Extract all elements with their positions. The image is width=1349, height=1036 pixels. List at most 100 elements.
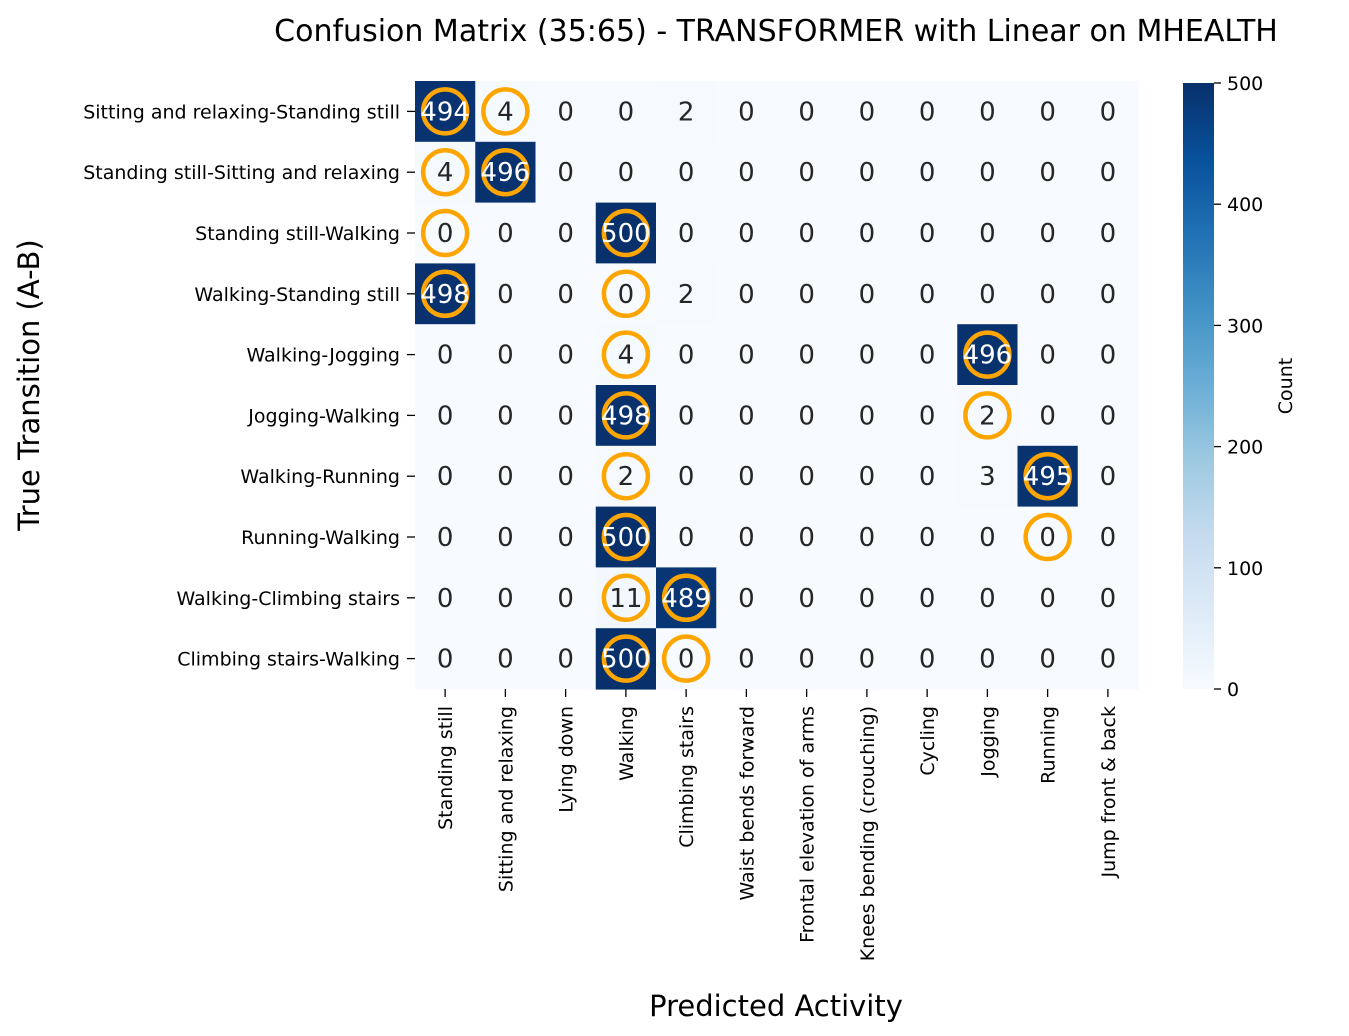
cell-value: 0 — [738, 219, 755, 249]
cell-value: 0 — [979, 219, 996, 249]
heatmap-cell — [897, 385, 958, 447]
colorbar-tick-label: 100 — [1227, 558, 1263, 580]
heatmap-cell — [716, 628, 778, 690]
highlight-ring — [601, 512, 651, 562]
heatmap-cell — [957, 141, 1019, 204]
highlight-ring — [1023, 451, 1072, 501]
x-tick-label: Standing still — [435, 706, 457, 830]
cell-value: 0 — [919, 401, 936, 431]
heatmap-cell — [1077, 202, 1139, 264]
heatmap-cell — [776, 141, 838, 204]
heatmap-cell — [475, 202, 537, 264]
heatmap-cell — [897, 202, 958, 264]
cell-value: 0 — [557, 645, 574, 675]
cell-value: 0 — [1039, 280, 1056, 310]
cell-value: 0 — [437, 462, 454, 492]
y-tick-label: Walking-Standing still — [194, 284, 400, 306]
cell-value: 0 — [557, 97, 574, 127]
cell-value: 0 — [859, 462, 876, 492]
heatmap-cell — [776, 506, 838, 568]
cell-value: 0 — [798, 584, 815, 614]
cell-value: 0 — [678, 523, 695, 553]
cell-value: 495 — [1023, 462, 1073, 492]
cell-value: 0 — [1100, 158, 1117, 188]
x-tick-label: Knees bending (crouching) — [857, 706, 879, 961]
cell-value: 0 — [859, 97, 876, 127]
cell-value: 0 — [859, 219, 876, 249]
cell-value: 0 — [919, 584, 936, 614]
cell-value: 0 — [738, 158, 755, 188]
heatmap-cell — [1017, 324, 1079, 386]
highlight-ring — [661, 573, 711, 623]
cell-value: 0 — [738, 645, 755, 675]
cell-value: 0 — [1039, 158, 1056, 188]
heatmap-cell — [535, 628, 597, 690]
cell-value-labels: 494 4 0 0 2 0 0 0 0 0 0 0 4 496 0 0 0 0 0 0 0 0 0 0 0 0 0 500 0 0 0 0 0 0… — [420, 97, 1116, 674]
cell-value: 3 — [979, 462, 996, 492]
heatmap-cell — [716, 385, 778, 447]
cell-value: 489 — [661, 584, 711, 614]
cell-value: 0 — [1100, 523, 1117, 553]
cell-value: 494 — [420, 97, 470, 127]
heatmap-cell — [475, 567, 537, 629]
heatmap-cell — [1077, 324, 1139, 386]
cell-value: 500 — [601, 219, 651, 249]
highlight-ring — [601, 573, 651, 623]
colorbar — [1183, 83, 1214, 689]
cell-value: 0 — [1100, 462, 1117, 492]
heatmap-cell — [1077, 263, 1139, 325]
cell-value: 0 — [678, 645, 695, 675]
heatmap-cell — [475, 263, 537, 325]
cell-value: 0 — [497, 584, 514, 614]
cell-value: 0 — [859, 401, 876, 431]
heatmap-cell — [1017, 141, 1079, 204]
cell-value: 0 — [678, 158, 695, 188]
cell-value: 0 — [437, 645, 454, 675]
cell-value: 2 — [618, 462, 635, 492]
cell-value: 0 — [979, 523, 996, 553]
cell-value: 0 — [437, 341, 454, 371]
cell-value: 0 — [1039, 645, 1056, 675]
heatmap-cell — [957, 445, 1019, 508]
colorbar-ticks: 0 100 200 300 400 500 — [1214, 73, 1263, 701]
heatmap-cell — [595, 81, 657, 143]
heatmap-cell — [595, 141, 657, 204]
cell-value: 0 — [859, 158, 876, 188]
heatmap-cell — [535, 506, 597, 568]
heatmap-cell — [897, 141, 958, 204]
heatmap-cell — [535, 141, 597, 204]
cell-value: 0 — [919, 523, 936, 553]
cell-value: 0 — [859, 584, 876, 614]
cell-value: 2 — [678, 97, 695, 127]
heatmap-cell — [1077, 628, 1139, 690]
heatmap-cell — [897, 445, 958, 508]
cell-value: 0 — [738, 401, 755, 431]
x-tick-label: Walking — [616, 706, 638, 781]
heatmap-cell — [656, 445, 717, 508]
cell-value: 0 — [979, 280, 996, 310]
cell-value: 0 — [618, 280, 635, 310]
cell-value: 0 — [798, 219, 815, 249]
heatmap-cell — [716, 506, 778, 568]
cell-value: 500 — [601, 645, 651, 675]
cell-value: 0 — [557, 341, 574, 371]
x-axis-ticks: Standing still Sitting and relaxing Lying … — [435, 689, 1120, 961]
heatmap-cell — [415, 324, 476, 386]
cell-value: 0 — [497, 462, 514, 492]
heatmap-cell — [656, 385, 717, 447]
cell-value: 0 — [437, 584, 454, 614]
cell-value: 0 — [859, 280, 876, 310]
heatmap-cell — [897, 628, 958, 690]
y-tick-label: Walking-Climbing stairs — [176, 588, 400, 610]
cell-value: 0 — [497, 280, 514, 310]
cell-value: 0 — [979, 97, 996, 127]
y-tick-label: Sitting and relaxing-Standing still — [83, 101, 400, 123]
heatmap-cell — [1017, 81, 1079, 143]
heatmap-cell — [1077, 506, 1139, 568]
cell-value: 0 — [1100, 219, 1117, 249]
heatmap-cell — [656, 81, 717, 143]
heatmap-cell — [1077, 81, 1139, 143]
x-tick-label: Jump front & back — [1098, 706, 1120, 879]
cell-value: 0 — [979, 158, 996, 188]
